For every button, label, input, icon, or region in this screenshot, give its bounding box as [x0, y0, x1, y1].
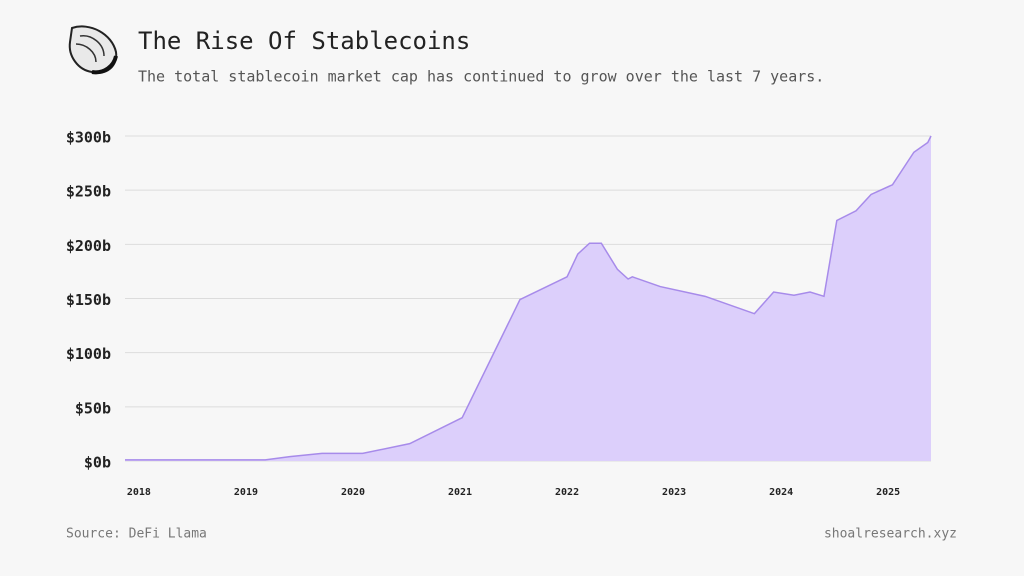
logo — [68, 25, 118, 75]
y-tick-label: $200b — [66, 237, 111, 255]
y-tick-label: $150b — [66, 291, 111, 309]
y-tick-label: $300b — [66, 129, 111, 147]
y-tick-label: $250b — [66, 183, 111, 201]
x-tick-label: 2018 — [127, 487, 151, 498]
x-tick-label: 2019 — [234, 487, 258, 498]
y-tick-label: $50b — [75, 399, 111, 417]
area-line — [125, 135, 932, 461]
x-tick-label: 2020 — [341, 487, 365, 498]
x-tick-label: 2025 — [876, 487, 900, 498]
chart-subtitle: The total stablecoin market cap has cont… — [138, 68, 824, 86]
area-fill — [125, 136, 931, 461]
x-tick-label: 2024 — [769, 487, 793, 498]
chart-title: The Rise Of Stablecoins — [138, 27, 470, 55]
y-tick-label: $100b — [66, 345, 111, 363]
x-tick-label: 2023 — [662, 487, 686, 498]
x-tick-label: 2022 — [555, 487, 579, 498]
x-tick-label: 2021 — [448, 487, 472, 498]
source: Source: DeFi Llama — [66, 527, 207, 542]
y-tick-label: $0b — [84, 454, 111, 472]
site: shoalresearch.xyz — [824, 527, 957, 542]
